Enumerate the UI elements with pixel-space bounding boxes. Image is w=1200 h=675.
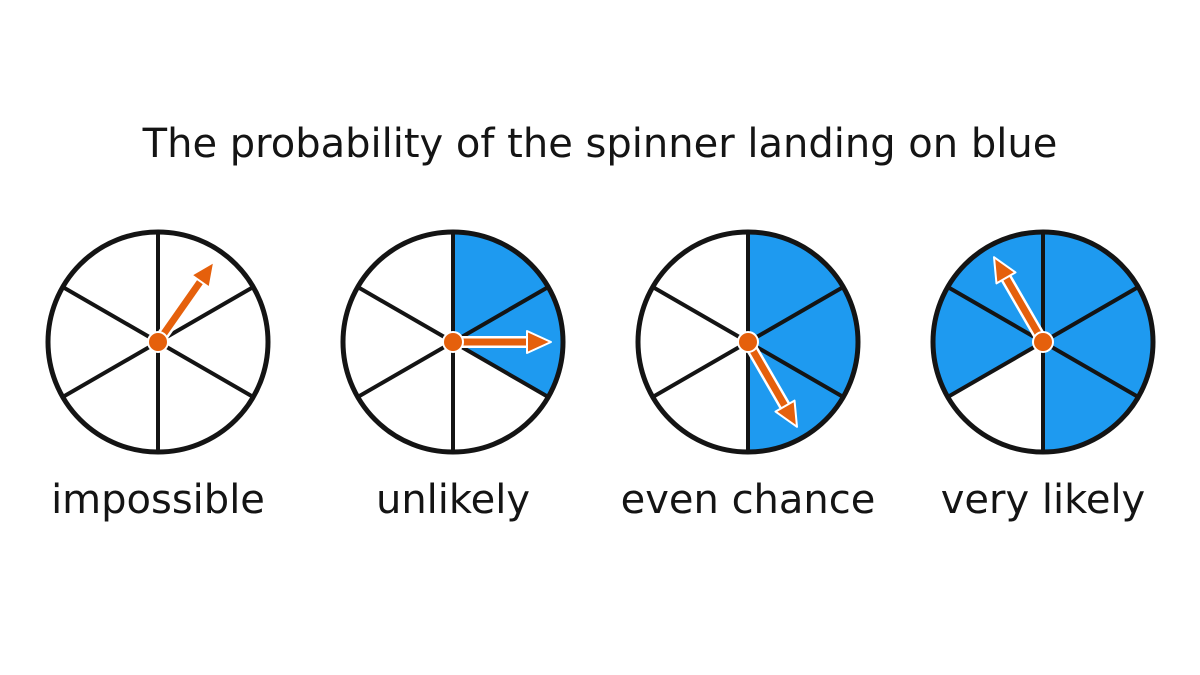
spinner-rim [45, 229, 271, 455]
section-divider [452, 285, 550, 344]
section-divider [946, 285, 1044, 344]
section-divider [356, 285, 455, 344]
label-unlikely: unlikely [375, 477, 531, 523]
pointer-hub [1032, 331, 1054, 353]
spinner-impossible [45, 229, 271, 455]
pointer-arrow [155, 260, 216, 345]
pointer-arrow [744, 340, 798, 428]
section-divider [651, 340, 749, 399]
spinner-unlikely [340, 229, 566, 455]
section-divider [747, 340, 845, 399]
pointer-hub [737, 331, 759, 353]
section-divider [946, 340, 1044, 399]
spinner-rim [340, 229, 566, 455]
label-impossible: impossible [51, 477, 265, 523]
section-divider [747, 285, 845, 344]
pointer-hub [442, 331, 464, 353]
blue-section [1043, 287, 1154, 397]
blue-section [932, 287, 1043, 397]
spinner-rim [635, 229, 861, 455]
section-divider [452, 340, 550, 399]
label-very-likely: very likely [940, 477, 1146, 523]
section-divider [156, 340, 255, 399]
pointer-hub [147, 331, 169, 353]
spinner-even-chance [635, 229, 861, 455]
section-divider [61, 340, 159, 399]
spinner-very-likely [930, 229, 1156, 455]
pointer-arrow [993, 256, 1047, 344]
section-divider [1042, 285, 1140, 344]
diagram-title: The probability of the spinner landing o… [142, 121, 1058, 167]
section-divider [356, 340, 455, 399]
blue-section [748, 287, 858, 397]
section-divider [651, 285, 749, 344]
label-even-chance: even chance [620, 477, 876, 523]
section-divider [61, 285, 159, 344]
section-divider [1042, 340, 1140, 399]
section-divider [156, 285, 255, 344]
spinner-rim [930, 229, 1156, 455]
